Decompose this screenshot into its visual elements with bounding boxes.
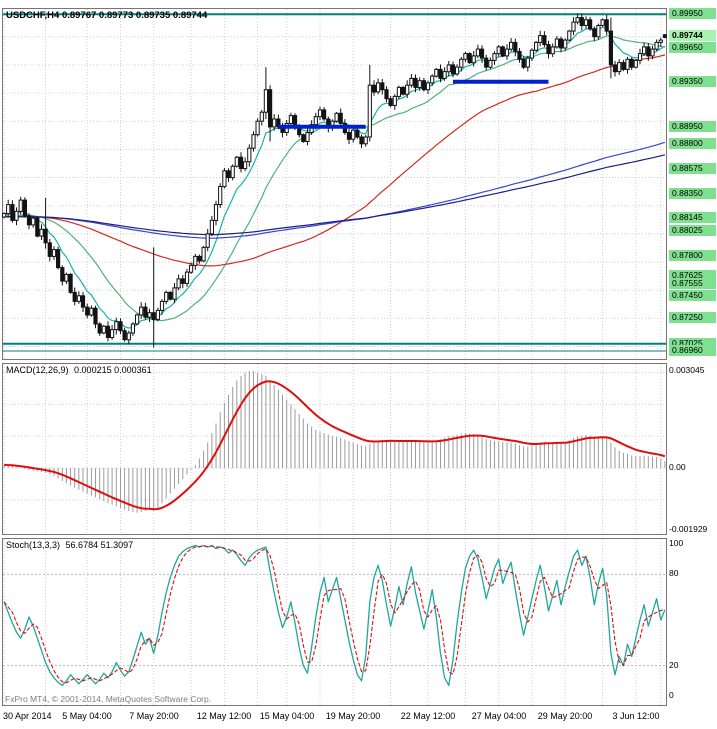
stoch-scale-0: 0 [669, 690, 674, 700]
price-level-badge: 0.88575 [669, 163, 716, 174]
time-axis-label: 7 May 20:00 [129, 711, 179, 721]
main-chart-panel[interactable] [2, 8, 667, 360]
macd-scale-zero: 0.00 [669, 462, 686, 472]
stoch-current-values: 56.6784 51.3097 [65, 540, 134, 550]
current-price-badge: 0.89744 [669, 30, 716, 41]
price-level-badge: 0.86960 [669, 345, 716, 356]
time-axis-label: 3 Jun 12:00 [612, 711, 660, 721]
macd-scale-max: 0.003045 [669, 365, 705, 375]
price-level-badge: 0.88950 [669, 121, 716, 132]
price-level-badge: 0.87025 [669, 338, 716, 349]
stoch-name: Stoch(13,3,3) [6, 540, 61, 550]
time-axis-label: 15 May 04:00 [259, 711, 315, 721]
price-level-badge: 0.89350 [669, 76, 716, 87]
macd-name: MACD(12,26,9) [6, 365, 69, 375]
ohlc-values: 0.89767 0.89773 0.89735 0.89744 [61, 10, 208, 21]
time-axis-label: 12 May 12:00 [196, 711, 252, 721]
macd-title: MACD(12,26,9) 0.000215 0.000361 [6, 365, 152, 375]
stoch-scale-80: 80 [669, 568, 679, 578]
price-level-badge: 0.88800 [669, 138, 716, 149]
macd-scale-min: -0.001929 [669, 524, 708, 534]
stoch-title: Stoch(13,3,3) 56.6784 51.3097 [6, 540, 133, 550]
stoch-panel[interactable] [2, 538, 667, 706]
price-level-badge: 0.87555 [669, 278, 716, 289]
time-axis-label: 27 May 04:00 [471, 711, 527, 721]
stoch-scale-100: 100 [669, 538, 684, 548]
time-axis-label: 29 May 20:00 [537, 711, 593, 721]
price-level-badge: 0.88145 [669, 212, 716, 223]
price-level-badge: 0.87250 [669, 312, 716, 323]
symbol-timeframe: USDCHF,H4 [6, 10, 60, 21]
price-level-badge: 0.87450 [669, 290, 716, 301]
time-axis-label: 30 Apr 2014 [3, 711, 52, 721]
price-level-badge: 0.89950 [669, 8, 716, 19]
price-level-badge: 0.88025 [669, 225, 716, 236]
time-axis-label: 19 May 20:00 [325, 711, 381, 721]
time-axis-label: 5 May 04:00 [62, 711, 112, 721]
price-level-badge: 0.87800 [669, 250, 716, 261]
chart-title: USDCHF,H4 0.89767 0.89773 0.89735 0.8974… [6, 10, 207, 21]
stoch-scale-20: 20 [669, 660, 679, 670]
time-axis-label: 22 May 12:00 [400, 711, 456, 721]
price-level-badge: 0.88350 [669, 188, 716, 199]
copyright-text: FxPro MT4, © 2001-2014, MetaQuotes Softw… [5, 694, 212, 704]
macd-panel[interactable] [2, 363, 667, 535]
macd-current-values: 0.000215 0.000361 [74, 365, 152, 375]
price-level-badge: 0.89650 [669, 42, 716, 53]
price-level-badge: 0.87625 [669, 270, 716, 281]
